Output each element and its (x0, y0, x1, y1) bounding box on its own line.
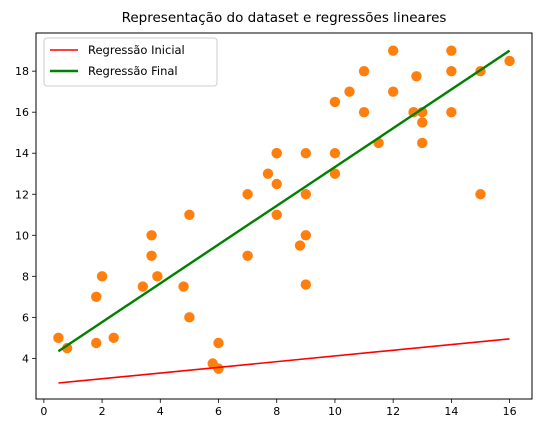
data-point-29 (329, 148, 341, 159)
data-point-2 (91, 291, 102, 303)
legend-label-0: Regressão Inicial (88, 43, 185, 57)
x-tick-label-16: 16 (503, 405, 517, 418)
data-point-26 (300, 230, 312, 241)
data-point-15 (213, 363, 224, 374)
legend-box (43, 37, 218, 87)
data-point-23 (294, 240, 306, 251)
regression-lines (57, 49, 511, 384)
data-point-42 (446, 45, 457, 56)
data-point-36 (387, 86, 399, 97)
data-point-7 (146, 230, 157, 241)
data-point-1 (61, 342, 73, 354)
data-point-38 (411, 71, 422, 82)
data-point-10 (178, 281, 189, 292)
x-tick-label-14: 14 (444, 405, 458, 418)
x-tick-label-10: 10 (328, 405, 342, 418)
data-point-30 (329, 168, 341, 179)
data-point-21 (271, 178, 282, 190)
y-tick-label-16: 16 (15, 106, 29, 119)
x-axis-ticks: 0 2 4 6 8 10 12 14 16 (40, 399, 517, 418)
data-point-35 (387, 45, 399, 56)
legend: Regressão Inicial Regressão Final (43, 37, 218, 87)
data-point-22 (271, 209, 282, 220)
y-tick-label-12: 12 (15, 188, 29, 201)
data-point-33 (358, 106, 370, 118)
data-point-40 (417, 117, 428, 128)
y-tick-label-18: 18 (15, 65, 29, 78)
y-tick-label-4: 4 (22, 352, 29, 365)
data-point-9 (152, 271, 163, 282)
data-point-28 (329, 96, 341, 108)
x-tick-label-12: 12 (386, 405, 400, 418)
data-point-41 (417, 137, 428, 149)
data-point-3 (91, 337, 102, 349)
data-point-12 (184, 312, 195, 323)
y-tick-label-8: 8 (22, 270, 29, 283)
y-tick-label-10: 10 (15, 229, 29, 242)
data-point-18 (262, 168, 274, 179)
x-tick-label-6: 6 (215, 405, 222, 418)
data-point-14 (213, 337, 224, 349)
data-point-0 (53, 332, 64, 344)
data-point-11 (184, 209, 195, 220)
data-point-44 (446, 106, 457, 118)
data-point-37 (408, 106, 419, 118)
regression-line-1 (57, 49, 511, 353)
y-tick-label-14: 14 (15, 147, 29, 160)
chart-title: Representação do dataset e regressões li… (122, 10, 447, 26)
legend-label-1: Regressão Final (88, 64, 178, 78)
x-tick-label-4: 4 (157, 405, 164, 418)
data-point-31 (344, 86, 355, 97)
x-tick-label-0: 0 (40, 405, 47, 418)
data-point-47 (504, 55, 515, 67)
data-point-32 (358, 65, 370, 77)
regression-line-0 (58, 338, 510, 384)
data-point-16 (242, 189, 253, 200)
data-point-17 (242, 250, 253, 262)
data-point-20 (271, 148, 282, 159)
data-point-4 (96, 271, 108, 282)
data-point-27 (300, 279, 312, 290)
plot-frame (35, 32, 533, 400)
data-point-25 (300, 189, 312, 200)
x-tick-label-8: 8 (273, 405, 280, 418)
data-point-24 (300, 148, 312, 159)
y-tick-label-6: 6 (22, 311, 29, 324)
x-tick-label-2: 2 (99, 405, 106, 418)
data-point-6 (137, 281, 149, 292)
data-point-43 (446, 65, 457, 77)
data-point-5 (108, 332, 119, 344)
data-point-8 (146, 250, 157, 262)
data-point-46 (475, 189, 486, 200)
y-axis-ticks: 4 6 8 10 12 14 16 18 (15, 65, 36, 365)
